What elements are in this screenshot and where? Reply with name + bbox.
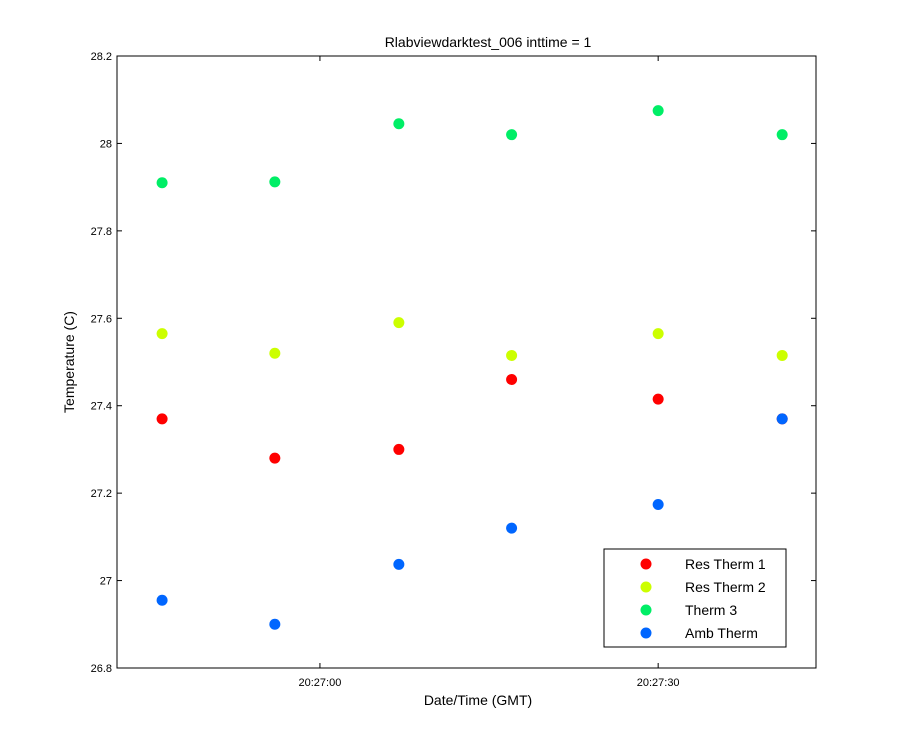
y-axis-label: Temperature (C) <box>61 311 77 413</box>
data-point-therm-3 <box>156 177 168 189</box>
legend-label: Amb Therm <box>685 625 758 641</box>
x-axis: 20:27:00 20:27:30 <box>299 56 680 689</box>
legend: Res Therm 1 Res Therm 2 Therm 3 Amb Therm <box>603 548 787 648</box>
y-tick-label: 27.8 <box>91 226 112 238</box>
y-tick-label: 27.6 <box>91 313 112 325</box>
y-tick-label: 28 <box>100 138 112 150</box>
data-point-amb-therm <box>776 413 788 425</box>
data-point-res-therm-1 <box>506 373 518 385</box>
data-point-therm-3 <box>776 129 788 141</box>
data-point-res-therm-1 <box>652 393 664 405</box>
data-point-therm-3 <box>393 118 405 130</box>
x-tick-label: 20:27:00 <box>299 677 342 689</box>
legend-marker <box>640 581 652 593</box>
data-point-amb-therm <box>269 618 281 630</box>
data-point-therm-3 <box>506 129 518 141</box>
data-point-res-therm-2 <box>776 349 788 361</box>
data-points <box>156 105 788 630</box>
y-tick-label: 26.8 <box>91 663 112 675</box>
y-tick-label: 27.2 <box>91 488 112 500</box>
data-point-res-therm-1 <box>269 452 281 464</box>
x-tick-label: 20:27:30 <box>637 677 680 689</box>
data-point-amb-therm <box>393 558 405 570</box>
x-axis-label: Date/Time (GMT) <box>424 692 532 708</box>
y-tick-label: 28.2 <box>91 51 112 63</box>
legend-box <box>603 548 787 648</box>
y-axis: 26.8 27 27.2 27.4 27.6 27.8 28 28.2 <box>91 51 816 675</box>
data-point-res-therm-2 <box>156 328 168 340</box>
data-point-therm-3 <box>652 105 664 117</box>
y-tick-label: 27 <box>100 576 112 588</box>
legend-marker <box>640 558 652 570</box>
chart-title: Rlabviewdarktest_006 inttime = 1 <box>385 34 592 50</box>
data-point-therm-3 <box>269 176 281 188</box>
legend-label: Res Therm 2 <box>685 579 766 595</box>
data-point-res-therm-1 <box>156 413 168 425</box>
data-point-res-therm-1 <box>393 443 405 455</box>
data-point-amb-therm <box>156 594 168 606</box>
data-point-res-therm-2 <box>506 349 518 361</box>
legend-marker <box>640 604 652 616</box>
legend-marker <box>640 627 652 639</box>
data-point-res-therm-2 <box>652 328 664 340</box>
y-tick-label: 27.4 <box>91 401 112 413</box>
data-point-res-therm-2 <box>269 347 281 359</box>
legend-label: Therm 3 <box>685 602 737 618</box>
data-point-amb-therm <box>652 499 664 511</box>
data-point-res-therm-2 <box>393 317 405 329</box>
legend-label: Res Therm 1 <box>685 556 766 572</box>
data-point-amb-therm <box>506 522 518 534</box>
